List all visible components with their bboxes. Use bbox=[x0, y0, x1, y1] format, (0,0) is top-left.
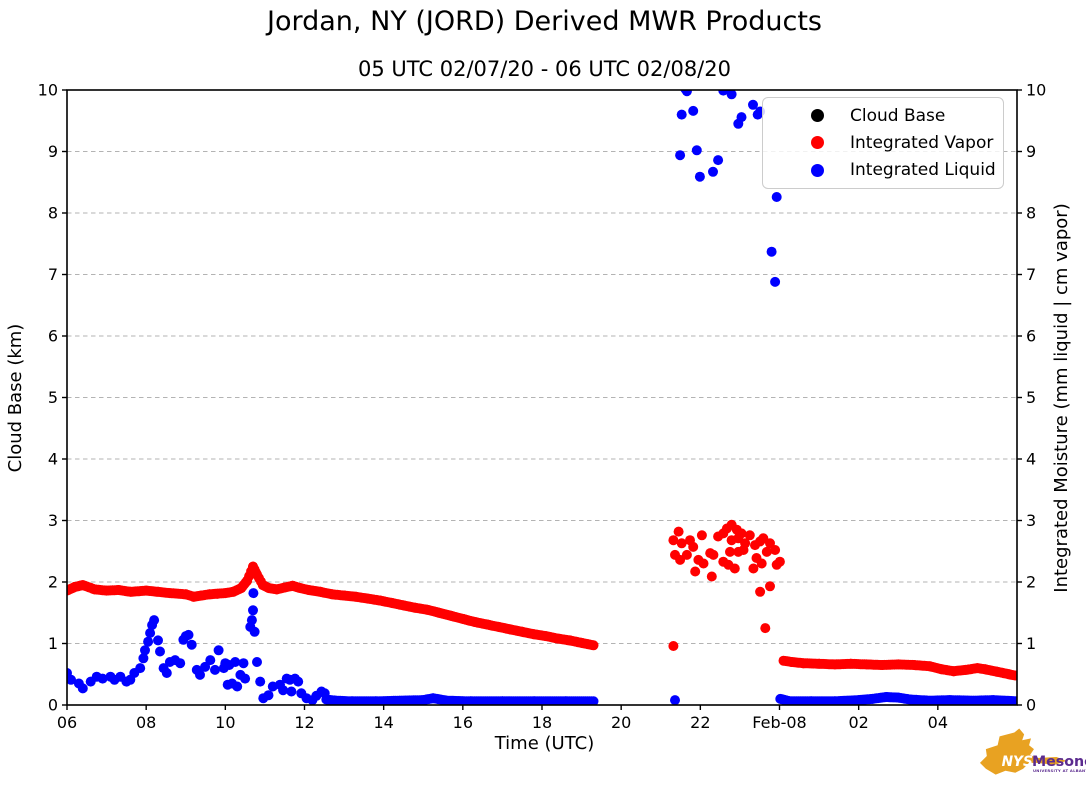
y-tick-label-right: 6 bbox=[1026, 327, 1036, 346]
logo-university-text: UNIVERSITY AT ALBANY bbox=[1033, 769, 1086, 773]
y-tick-label-right: 5 bbox=[1026, 388, 1036, 407]
x-tick-label: 06 bbox=[57, 713, 77, 732]
y-tick-label-right: 1 bbox=[1026, 634, 1036, 653]
legend-item-integrated-vapor: Integrated Vapor bbox=[763, 130, 1003, 156]
logo-mesonet-text: Mesonet bbox=[1032, 754, 1086, 770]
y-tick-label-left: 6 bbox=[48, 327, 58, 346]
y-tick-label-right: 2 bbox=[1026, 573, 1036, 592]
x-tick-label: 10 bbox=[215, 713, 235, 732]
y-tick-label-left: 8 bbox=[48, 204, 58, 223]
gridlines bbox=[67, 151, 1017, 644]
integrated-liquid-marker-icon bbox=[811, 163, 824, 177]
x-tick-label: 14 bbox=[373, 713, 393, 732]
logo-nys-text: NYS bbox=[1002, 754, 1033, 770]
nys-mesonet-logo: NYS Mesonet UNIVERSITY AT ALBANY bbox=[979, 728, 1086, 775]
y-tick-label-right: 0 bbox=[1026, 696, 1036, 715]
y-tick-label-right: 9 bbox=[1026, 142, 1036, 161]
y-tick-label-right: 10 bbox=[1026, 81, 1046, 100]
series-integrated-vapor bbox=[67, 519, 1017, 681]
new-york-state-icon bbox=[979, 728, 1067, 775]
y-tick-label-right: 7 bbox=[1026, 265, 1036, 284]
series-integrated-liquid bbox=[67, 90, 1017, 705]
axis-ticks: 06 08 10 12 14 16 18 20 22 Feb-08 02 040 01 12 23 34 45 5… bbox=[38, 81, 1047, 733]
x-tick-label: 08 bbox=[136, 713, 156, 732]
x-tick-label: 12 bbox=[294, 713, 314, 732]
chart-title: Jordan, NY (JORD) Derived MWR Products bbox=[267, 6, 822, 37]
y-tick-label-left: 5 bbox=[48, 388, 58, 407]
x-axis-label: Time (UTC) bbox=[494, 733, 595, 754]
y-tick-label-left: 9 bbox=[48, 142, 58, 161]
legend-item-integrated-liquid: Integrated Liquid bbox=[763, 157, 1003, 183]
y-tick-label-left: 4 bbox=[48, 450, 58, 469]
y-tick-label-left: 2 bbox=[48, 573, 58, 592]
y-tick-label-left: 3 bbox=[48, 511, 58, 530]
legend-label-integrated-liquid: Integrated Liquid bbox=[850, 160, 996, 181]
x-tick-label: 04 bbox=[928, 713, 948, 732]
legend: Cloud Base Integrated Vapor Integrated L… bbox=[762, 97, 1004, 189]
cloud-base-marker-icon bbox=[811, 109, 824, 123]
x-tick-label: 20 bbox=[611, 713, 631, 732]
legend-label-cloud-base: Cloud Base bbox=[850, 105, 946, 126]
y-tick-label-left: 7 bbox=[48, 265, 58, 284]
chart-subtitle: 05 UTC 02/07/20 - 06 UTC 02/08/20 bbox=[358, 57, 731, 81]
x-tick-label: 16 bbox=[453, 713, 473, 732]
y-tick-label-right: 3 bbox=[1026, 511, 1036, 530]
y-axis-label-left: Cloud Base (km) bbox=[5, 323, 26, 473]
plot-series bbox=[67, 90, 1017, 705]
legend-label-integrated-vapor: Integrated Vapor bbox=[850, 132, 994, 153]
x-tick-label: Feb-08 bbox=[752, 713, 806, 732]
y-axis-label-right: Integrated Moisture (mm liquid | cm vapo… bbox=[1051, 203, 1072, 593]
integrated-vapor-marker-icon bbox=[811, 136, 824, 150]
y-tick-label-left: 0 bbox=[48, 696, 58, 715]
y-tick-label-right: 4 bbox=[1026, 450, 1036, 469]
legend-item-cloud-base: Cloud Base bbox=[763, 103, 1003, 129]
y-tick-label-left: 1 bbox=[48, 634, 58, 653]
y-tick-label-right: 8 bbox=[1026, 204, 1036, 223]
y-tick-label-left: 10 bbox=[38, 81, 58, 100]
x-tick-label: 02 bbox=[848, 713, 868, 732]
x-tick-label: 22 bbox=[690, 713, 710, 732]
x-tick-label: 18 bbox=[532, 713, 552, 732]
